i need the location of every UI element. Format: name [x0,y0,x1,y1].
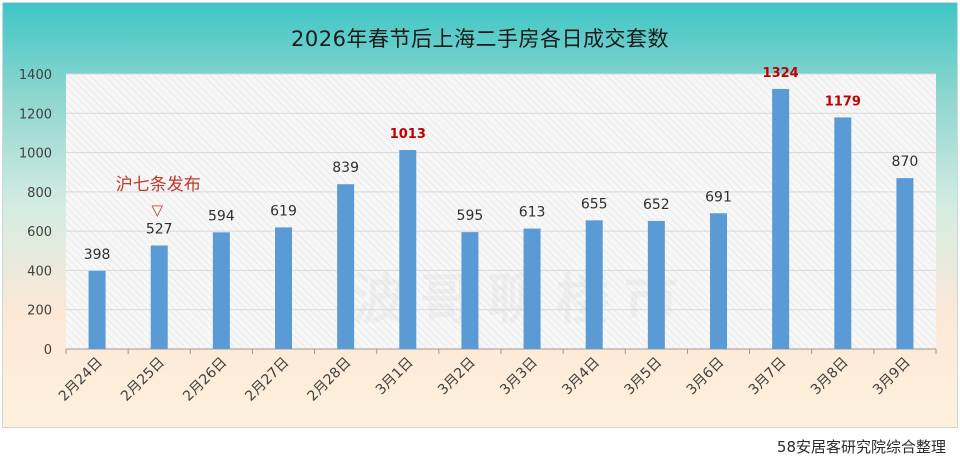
y-tick-label: 600 [27,225,52,240]
data-label: 652 [643,197,670,213]
bar [275,227,292,349]
data-label: 691 [705,189,732,205]
bar [150,245,168,349]
y-tick-label: 1400 [19,68,52,83]
data-label: 619 [270,203,297,219]
x-tick-label: 2月26日 [180,355,230,405]
data-label: 613 [519,205,546,221]
chart-title: 2026年春节后上海二手房各日成交套数 [291,27,669,51]
data-label: 1179 [825,94,861,109]
bar [647,220,665,349]
annotation-marker: ▽ [151,201,163,219]
y-tick-label: 1200 [19,107,52,122]
y-tick-label: 400 [27,264,52,279]
data-label: 398 [84,247,111,263]
data-label: 595 [457,208,484,224]
data-label: 1013 [390,127,426,142]
data-label: 839 [332,160,359,176]
y-tick-label: 800 [27,186,52,201]
bar [834,117,852,350]
data-label: 655 [581,196,608,212]
x-tick-label: 3月8日 [808,355,852,399]
x-tick-label: 3月1日 [373,355,417,399]
source-note: 58安居客研究院综合整理 [776,438,946,456]
data-label: 1324 [763,66,799,81]
bar [461,232,479,349]
plot-area [66,74,936,349]
bar [399,150,417,349]
bar [523,228,541,349]
data-label: 870 [892,154,919,170]
x-tick-label: 3月2日 [435,355,479,399]
x-tick-label: 2月24日 [56,355,106,405]
x-tick-label: 2月28日 [304,355,354,405]
bar [212,232,230,349]
annotation-text: 沪七条发布 [116,175,201,195]
data-label: 594 [208,208,235,224]
bar [710,213,727,349]
y-tick-label: 1000 [19,147,52,162]
bar [88,270,106,349]
x-tick-label: 3月7日 [746,355,790,399]
x-tick-label: 2月27日 [242,355,292,405]
data-label: 527 [146,221,173,237]
x-tick-label: 3月9日 [870,355,914,399]
x-tick-label: 2月25日 [118,355,168,405]
x-tick-label: 3月3日 [497,355,541,399]
bar [772,88,790,349]
x-tick-label: 3月6日 [684,355,728,399]
y-tick-label: 200 [27,304,52,319]
x-tick-label: 3月5日 [621,355,665,399]
y-tick-label: 0 [44,343,52,358]
bar [337,184,355,349]
x-tick-label: 3月4日 [559,355,603,399]
bar [896,178,914,349]
bar [585,220,603,349]
